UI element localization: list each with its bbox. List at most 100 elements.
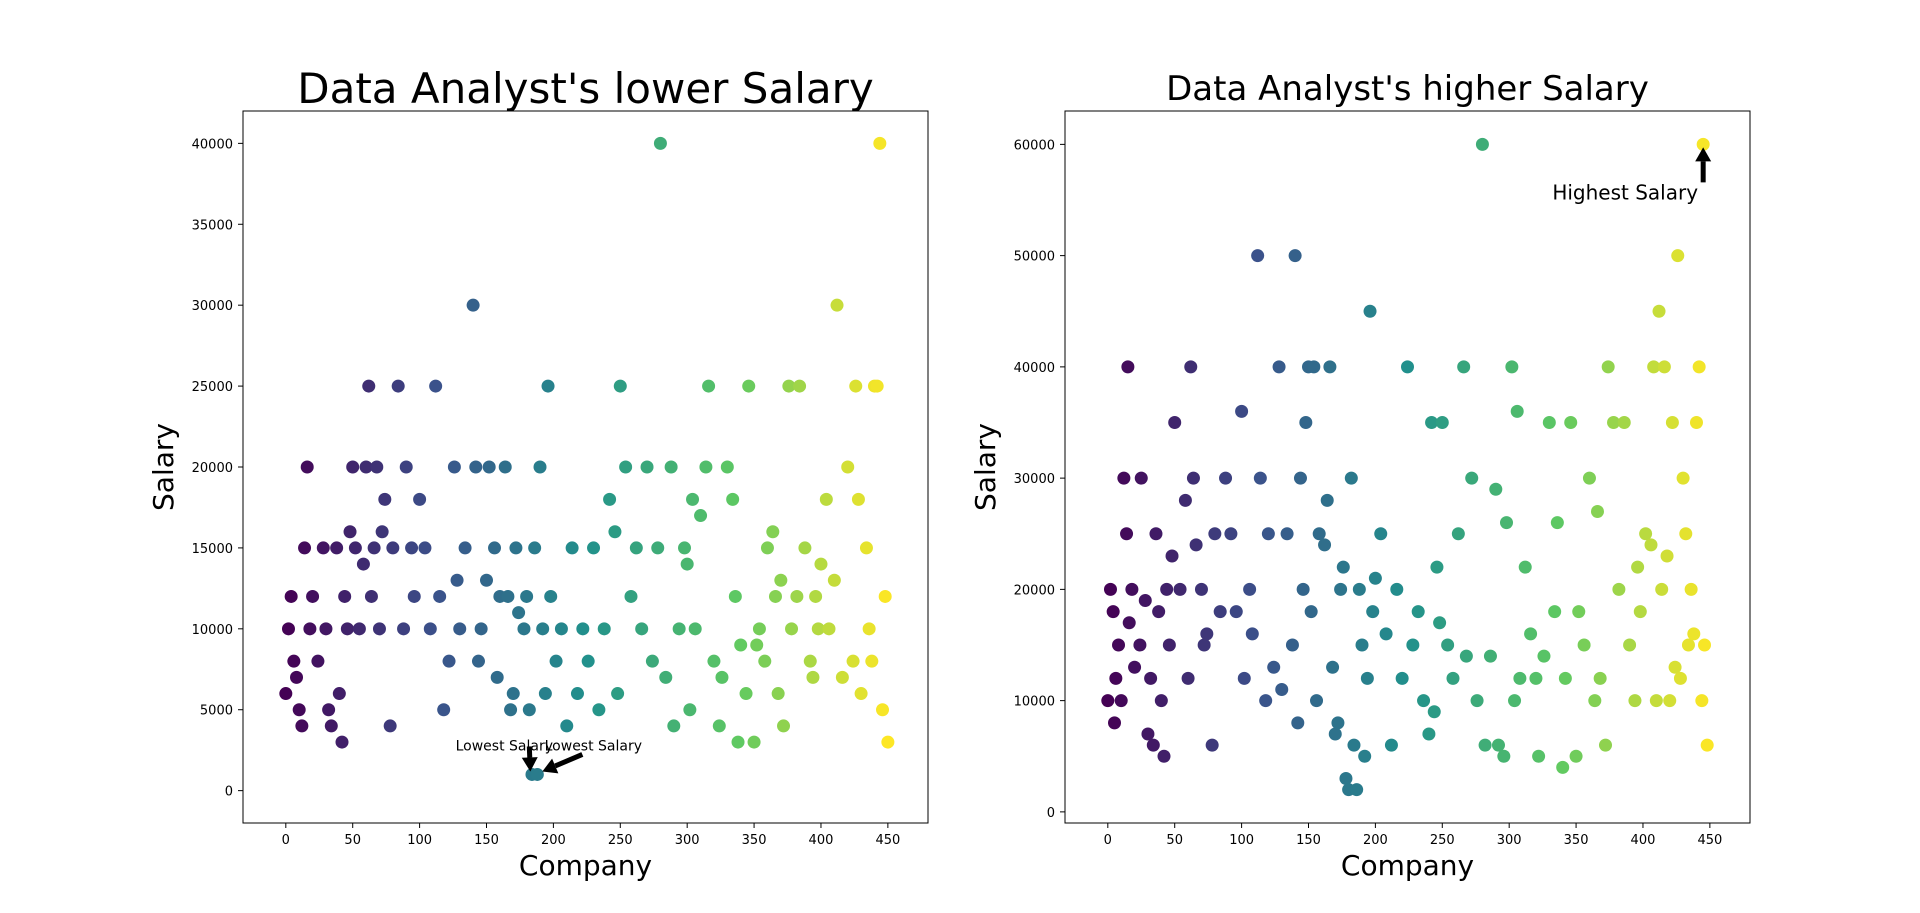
data-point xyxy=(1513,671,1527,685)
data-point xyxy=(1623,638,1637,652)
data-point xyxy=(509,541,523,555)
data-point xyxy=(471,654,485,668)
data-point xyxy=(1556,760,1570,774)
data-point xyxy=(1197,638,1211,652)
data-point xyxy=(830,298,844,312)
data-point xyxy=(1425,416,1439,429)
data-point xyxy=(851,492,865,506)
data-point xyxy=(694,509,708,523)
data-point xyxy=(1162,638,1176,652)
data-point xyxy=(728,589,742,603)
data-point xyxy=(726,492,740,506)
y-tick-label: 40000 xyxy=(192,137,233,152)
data-point xyxy=(1189,538,1203,552)
x-tick-label: 250 xyxy=(608,833,633,848)
data-point xyxy=(841,460,855,474)
x-tick-label: 50 xyxy=(1166,833,1183,848)
data-point xyxy=(1134,471,1148,485)
data-point xyxy=(1205,738,1219,752)
data-point xyxy=(1320,493,1334,507)
data-point xyxy=(587,541,601,555)
data-point xyxy=(1518,560,1532,574)
data-point xyxy=(469,460,483,474)
data-point xyxy=(651,541,665,555)
x-tick-label: 50 xyxy=(344,833,361,848)
data-point xyxy=(340,622,354,636)
data-point xyxy=(1363,304,1377,318)
data-point xyxy=(1430,560,1444,574)
plot-frame xyxy=(242,110,929,824)
data-point xyxy=(1285,638,1299,652)
data-point xyxy=(281,622,295,636)
data-point xyxy=(1505,360,1519,374)
data-point xyxy=(1259,694,1273,708)
data-point xyxy=(608,525,622,539)
data-point xyxy=(287,654,301,668)
data-point xyxy=(447,460,461,474)
y-tick-label: 40000 xyxy=(1014,361,1055,376)
data-point xyxy=(686,492,700,506)
data-point xyxy=(1542,416,1556,429)
data-point xyxy=(1681,638,1695,652)
data-point xyxy=(397,622,411,636)
data-point xyxy=(1633,605,1647,619)
data-point xyxy=(466,298,480,312)
data-point xyxy=(1219,471,1233,485)
data-point xyxy=(560,719,574,733)
data-point xyxy=(859,541,873,555)
data-point xyxy=(667,719,681,733)
data-point xyxy=(1695,694,1709,708)
annotation-arrow-head xyxy=(521,757,538,772)
data-point xyxy=(1152,605,1166,619)
data-point xyxy=(688,622,702,636)
data-point xyxy=(570,687,584,701)
data-point xyxy=(1617,416,1631,429)
data-point xyxy=(1657,360,1671,374)
data-point xyxy=(1237,671,1251,685)
data-point xyxy=(375,525,389,539)
data-point xyxy=(298,541,312,555)
data-point xyxy=(335,735,349,749)
data-point xyxy=(352,622,366,636)
data-point xyxy=(1572,605,1586,619)
data-point xyxy=(399,460,413,474)
data-point xyxy=(488,541,502,555)
data-point xyxy=(1558,671,1572,685)
data-point xyxy=(504,703,518,717)
data-point xyxy=(372,622,386,636)
y-tick-label: 15000 xyxy=(192,542,233,557)
data-point xyxy=(1422,727,1436,741)
data-point xyxy=(1253,471,1267,485)
data-point xyxy=(1141,727,1155,741)
data-point xyxy=(1117,471,1131,485)
data-point xyxy=(640,460,654,474)
data-point xyxy=(1446,671,1460,685)
y-tick-label: 10000 xyxy=(192,623,233,638)
data-point xyxy=(319,622,333,636)
data-point xyxy=(849,379,863,393)
data-point xyxy=(501,589,515,603)
data-point xyxy=(1235,404,1249,418)
data-point xyxy=(1590,505,1604,518)
data-point xyxy=(814,557,828,571)
data-point xyxy=(1529,671,1543,685)
data-point xyxy=(479,573,493,587)
data-point xyxy=(295,719,309,733)
data-point xyxy=(1106,605,1120,619)
x-tick-label: 200 xyxy=(541,833,566,848)
annotation-label: Highest Salary xyxy=(1552,180,1698,204)
data-point xyxy=(338,589,352,603)
y-tick-label: 30000 xyxy=(192,299,233,314)
chart-panel-1: Data Analyst's lower Salary 0 50 100 150 200 2… xyxy=(147,64,929,882)
data-point xyxy=(356,557,370,571)
data-point xyxy=(1582,471,1596,485)
data-point xyxy=(1698,638,1712,652)
data-point xyxy=(790,589,804,603)
data-point xyxy=(739,687,753,701)
data-point xyxy=(306,589,320,603)
data-point xyxy=(1243,582,1257,596)
data-point xyxy=(592,703,606,717)
data-point xyxy=(517,622,531,636)
y-tick-label: 0 xyxy=(225,785,233,800)
data-point xyxy=(760,541,774,555)
